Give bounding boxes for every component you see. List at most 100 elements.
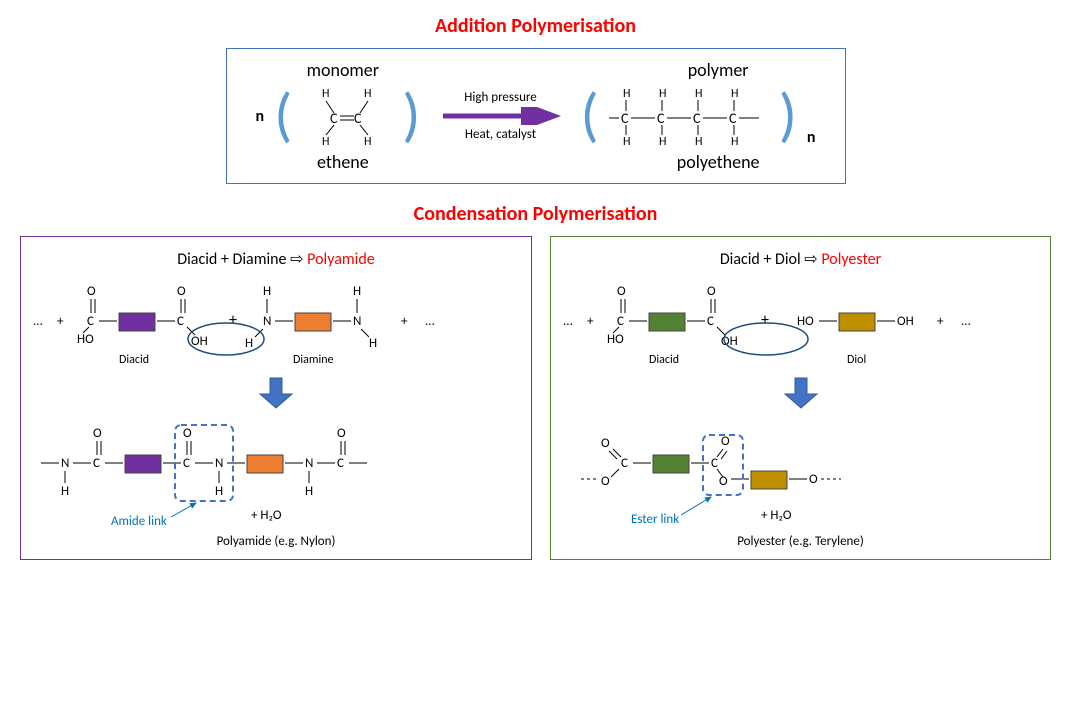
svg-text:H: H bbox=[305, 484, 313, 499]
polyamide-product-name: Polyamide (e.g. Nylon) bbox=[31, 534, 521, 549]
svg-text:...: ... bbox=[961, 314, 971, 329]
svg-text:O: O bbox=[601, 436, 610, 451]
polyamide-eq-left: Diacid + Diamine ⇨ bbox=[177, 250, 307, 269]
svg-text:+ H₂O: + H₂O bbox=[251, 508, 282, 523]
svg-text:C: C bbox=[337, 456, 344, 471]
polyester-reactants: ...+ O C C O HO OH + HO OH +... Diacid D… bbox=[561, 277, 1031, 367]
svg-text:H: H bbox=[322, 87, 329, 101]
cond-top: High pressure bbox=[464, 90, 536, 105]
svg-text:C: C bbox=[183, 456, 190, 471]
svg-text:C: C bbox=[354, 110, 362, 127]
ethene-label: ethene bbox=[243, 151, 443, 173]
svg-text:O: O bbox=[719, 474, 728, 489]
svg-text:O: O bbox=[337, 426, 346, 441]
ethene-structure: H H C C H H bbox=[302, 85, 392, 147]
svg-text:H: H bbox=[263, 284, 271, 299]
svg-text:O: O bbox=[183, 426, 192, 441]
polyamide-product: N H C O C O N H N H C O Am bbox=[31, 419, 521, 529]
svg-text:HO: HO bbox=[607, 332, 624, 347]
svg-text:C: C bbox=[617, 314, 624, 329]
svg-text:+: + bbox=[587, 314, 594, 329]
svg-text:N: N bbox=[263, 314, 271, 329]
svg-text:C: C bbox=[657, 110, 665, 127]
polyester-product-name: Polyester (e.g. Terylene) bbox=[561, 534, 1040, 549]
polyethene-structure: HHHH HHHH CCCC bbox=[609, 85, 769, 147]
polyamide-box: Diacid + Diamine ⇨ Polyamide ...+ O C C … bbox=[20, 236, 532, 560]
svg-text:C: C bbox=[87, 314, 94, 329]
svg-text:H: H bbox=[623, 135, 630, 147]
svg-text:+: + bbox=[761, 311, 769, 330]
diacid-label: Diacid bbox=[119, 353, 149, 367]
svg-text:C: C bbox=[693, 110, 701, 127]
arrow-conditions: High pressure Heat, catalyst bbox=[431, 90, 571, 142]
monomer-label: monomer bbox=[243, 59, 443, 81]
svg-text:H: H bbox=[61, 484, 69, 499]
svg-text:H: H bbox=[353, 284, 361, 299]
svg-text:N: N bbox=[353, 314, 361, 329]
svg-text:C: C bbox=[707, 314, 714, 329]
svg-text:Ester link: Ester link bbox=[631, 512, 679, 527]
svg-text:H: H bbox=[364, 135, 371, 147]
svg-text:H: H bbox=[364, 87, 371, 101]
svg-text:+: + bbox=[57, 314, 64, 329]
svg-text:O: O bbox=[93, 426, 102, 441]
polyamide-down-arrow bbox=[31, 376, 521, 415]
svg-text:H: H bbox=[731, 135, 738, 147]
polyethene-label: polyethene bbox=[608, 151, 828, 173]
svg-text:+ H₂O: + H₂O bbox=[761, 508, 792, 523]
polyester-eq-left: Diacid + Diol ⇨ bbox=[720, 250, 822, 269]
addition-box: monomer polymer n ( HH C C HH ) High pre… bbox=[226, 48, 846, 184]
svg-text:N: N bbox=[61, 456, 69, 471]
svg-text:C: C bbox=[93, 456, 100, 471]
polyamide-eq-right: Polyamide bbox=[307, 250, 375, 269]
svg-text:Diacid: Diacid bbox=[649, 353, 679, 367]
polymer-label: polymer bbox=[608, 59, 828, 81]
polyamide-reactants: ...+ O C C O HO OH + H N N H H H +... bbox=[31, 277, 521, 367]
svg-text:H: H bbox=[695, 135, 702, 147]
svg-text:C: C bbox=[330, 110, 338, 127]
svg-text:O: O bbox=[87, 284, 96, 299]
right-bracket-open: ( bbox=[581, 91, 599, 141]
svg-text:...: ... bbox=[563, 314, 573, 329]
svg-text:H: H bbox=[695, 87, 702, 101]
cond-bottom: Heat, catalyst bbox=[465, 127, 536, 142]
reaction-arrow bbox=[441, 107, 561, 125]
svg-text:C: C bbox=[621, 110, 629, 127]
svg-text:O: O bbox=[177, 284, 186, 299]
svg-text:H: H bbox=[659, 135, 666, 147]
svg-text:...: ... bbox=[425, 314, 435, 329]
polyamide-eq: Diacid + Diamine ⇨ Polyamide bbox=[31, 249, 521, 269]
polyester-eq: Diacid + Diol ⇨ Polyester bbox=[561, 249, 1040, 269]
addition-title: Addition Polymerisation bbox=[20, 14, 1051, 38]
svg-text:HO: HO bbox=[797, 314, 814, 329]
condensation-title: Condensation Polymerisation bbox=[20, 202, 1051, 226]
svg-text:HO: HO bbox=[77, 332, 94, 347]
svg-text:+: + bbox=[937, 314, 944, 329]
polyester-product: O C O C O O O Ester link + H₂O bbox=[561, 419, 1031, 529]
svg-text:C: C bbox=[711, 456, 718, 471]
left-bracket-open: ( bbox=[274, 91, 292, 141]
svg-text:O: O bbox=[721, 434, 730, 449]
svg-text:O: O bbox=[617, 284, 626, 299]
svg-text:C: C bbox=[177, 314, 184, 329]
svg-text:+: + bbox=[229, 311, 237, 330]
svg-text:H: H bbox=[731, 87, 738, 101]
svg-text:C: C bbox=[621, 456, 628, 471]
svg-text:H: H bbox=[245, 336, 253, 351]
svg-text:H: H bbox=[623, 87, 630, 101]
right-bracket-close: ) bbox=[779, 91, 797, 141]
svg-text:H: H bbox=[215, 484, 223, 499]
svg-text:C: C bbox=[729, 110, 737, 127]
polyester-box: Diacid + Diol ⇨ Polyester ... + O C C O H… bbox=[550, 236, 1051, 560]
svg-text:O: O bbox=[601, 474, 610, 489]
svg-text:O: O bbox=[809, 472, 818, 487]
svg-text:+: + bbox=[401, 314, 408, 329]
polyester-down-arrow bbox=[561, 376, 1040, 415]
svg-text:O: O bbox=[707, 284, 716, 299]
svg-text:...: ... bbox=[33, 314, 43, 329]
svg-text:H: H bbox=[322, 135, 329, 147]
svg-text:N: N bbox=[305, 456, 313, 471]
svg-text:Diol: Diol bbox=[847, 353, 866, 367]
svg-text:OH: OH bbox=[897, 314, 914, 329]
diamine-label: Diamine bbox=[293, 353, 334, 367]
